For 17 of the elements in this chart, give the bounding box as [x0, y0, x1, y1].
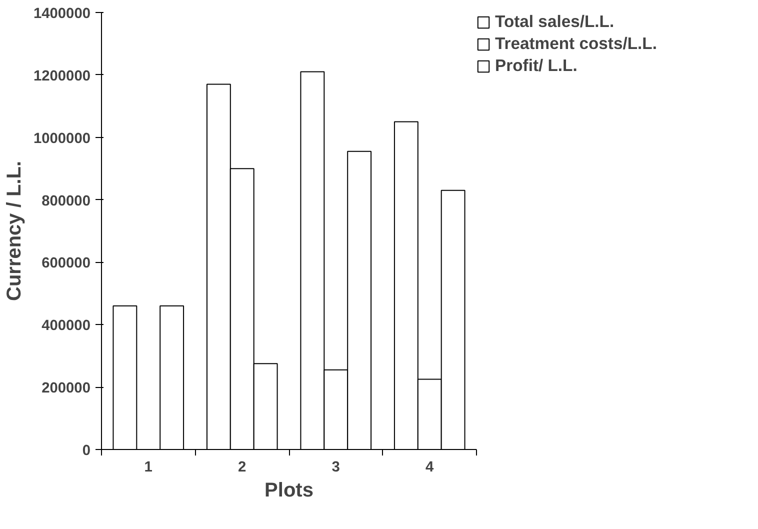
x-tick-label: 3 [332, 460, 340, 476]
y-tick-label: 0 [82, 443, 91, 459]
legend-label: Treatment costs/L.L. [495, 34, 657, 54]
x-tick-label: 4 [426, 460, 435, 476]
x-tick-label: 2 [238, 460, 246, 476]
y-tick-label: 800000 [42, 193, 91, 210]
y-tick-label: 1200000 [33, 68, 91, 84]
x-tick-label: 1 [144, 460, 152, 476]
x-axis-title: Plots [264, 480, 314, 502]
y-tick-label: 1400000 [33, 6, 91, 22]
legend-label: Profit/ L.L. [495, 56, 578, 76]
y-tick-label: 200000 [42, 380, 91, 397]
y-tick-label: 400000 [42, 318, 91, 334]
y-tick-label: 1000000 [33, 130, 91, 147]
y-tick-label: 600000 [42, 256, 91, 272]
y-axis-title: Currency / L.L. [3, 160, 26, 302]
legend-label: Total sales/L.L. [495, 12, 614, 32]
